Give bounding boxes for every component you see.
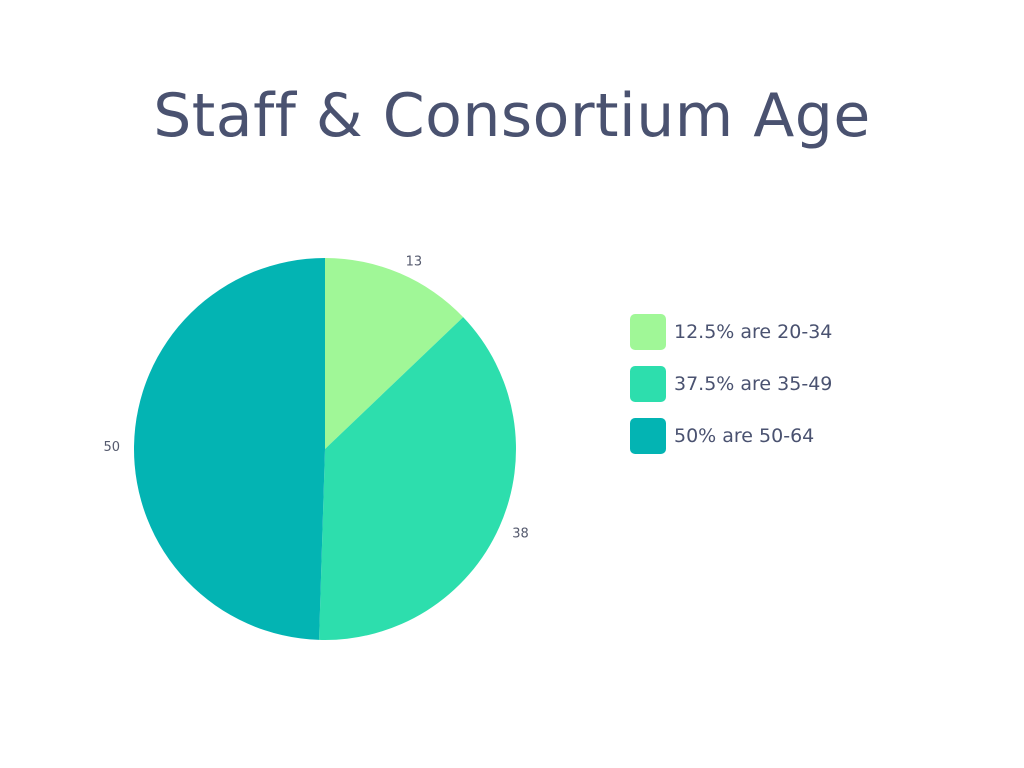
slice-value-label-0: 13	[406, 255, 423, 270]
legend-item-35-49: 37.5% are 35-49	[630, 366, 832, 402]
pie-slice-1	[319, 317, 516, 640]
legend-label: 37.5% are 35-49	[674, 373, 833, 395]
legend-label: 12.5% are 20-34	[674, 321, 833, 343]
legend-item-50-64: 50% are 50-64	[630, 418, 832, 454]
legend: 12.5% are 20-34 37.5% are 35-49 50% are …	[630, 314, 832, 470]
chart-title: Staff & Consortium Age	[153, 81, 871, 151]
legend-label: 50% are 50-64	[674, 425, 815, 447]
slice-value-label-1: 38	[512, 527, 529, 542]
pie-slice-2	[134, 258, 325, 640]
legend-swatch	[630, 314, 666, 350]
pie-slice-0	[325, 258, 464, 449]
legend-item-20-34: 12.5% are 20-34	[630, 314, 832, 350]
legend-swatch	[630, 366, 666, 402]
slice-value-label-2: 50	[103, 440, 120, 455]
legend-swatch	[630, 418, 666, 454]
